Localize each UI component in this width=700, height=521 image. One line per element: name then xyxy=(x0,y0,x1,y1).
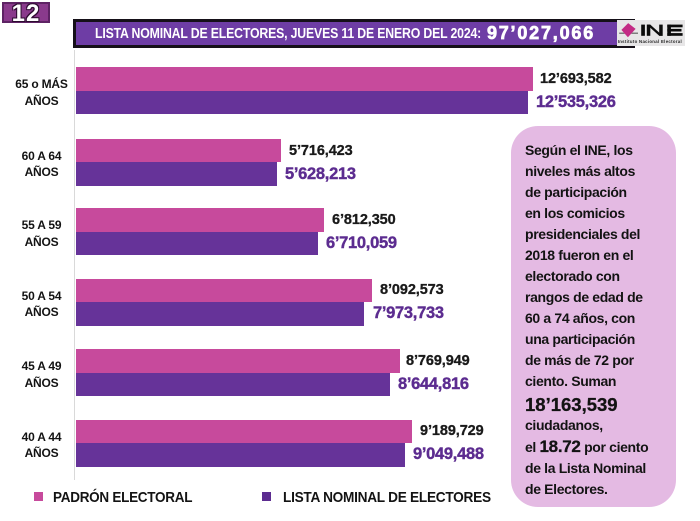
svg-text:Instituto Nacional Electoral: Instituto Nacional Electoral xyxy=(618,39,682,44)
